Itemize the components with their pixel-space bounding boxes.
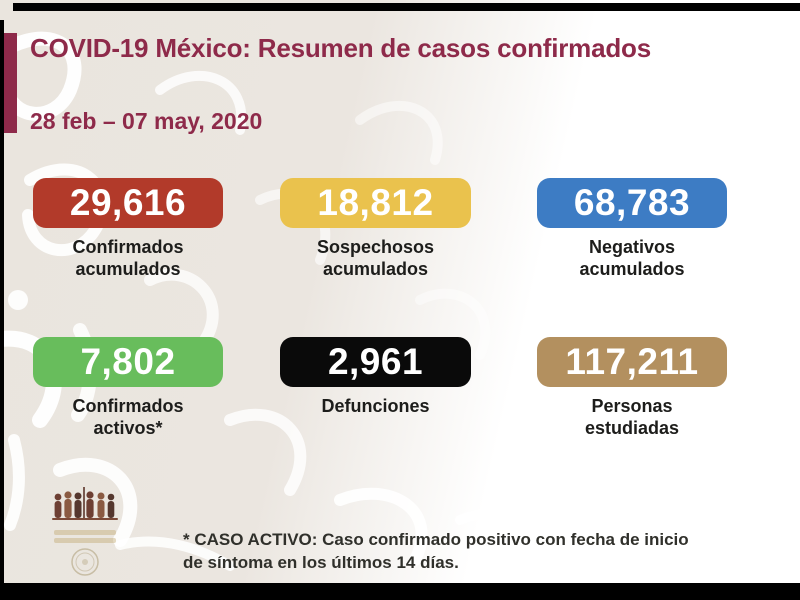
stat-label: Defunciones (321, 396, 430, 416)
active-case-footnote: * CASO ACTIVO: Caso confirmado positivo … (183, 530, 689, 573)
stat-label: Personas estudiadas (584, 396, 680, 438)
stat-card-confirmados-acumulados: 29,616 Confirmados acumulados (33, 178, 223, 281)
stat-card-personas-estudiadas: 117,211 Personas estudiadas (537, 337, 727, 440)
stat-value-pill: 18,812 (280, 178, 471, 228)
logo-wordmark-smudge (54, 538, 116, 543)
stat-value-pill: 29,616 (33, 178, 223, 228)
stat-label: Confirmados acumulados (72, 237, 184, 279)
stat-card-defunciones: 2,961 Defunciones (280, 337, 471, 418)
stat-label: Negativos acumulados (579, 237, 685, 279)
stat-card-confirmados-activos: 7,802 Confirmados activos* (33, 337, 223, 440)
title-accent-bar (4, 33, 17, 133)
date-range: 28 feb – 07 may, 2020 (30, 108, 263, 134)
logo-figures-icon (52, 487, 118, 520)
stat-card-negativos-acumulados: 68,783 Negativos acumulados (537, 178, 727, 281)
stat-value-pill: 117,211 (537, 337, 727, 387)
gobierno-de-mexico-logo (50, 486, 120, 584)
bottom-frame-bar (0, 583, 800, 600)
stat-label: Confirmados activos* (72, 396, 184, 438)
stat-value-pill: 68,783 (537, 178, 727, 228)
logo-wordmark-smudge (54, 530, 116, 535)
stat-label: Sospechosos acumulados (316, 237, 435, 279)
left-frame-edge (0, 20, 4, 600)
top-frame-bar (13, 3, 800, 11)
stat-card-sospechosos-acumulados: 18,812 Sospechosos acumulados (280, 178, 471, 281)
stat-value-pill: 2,961 (280, 337, 471, 387)
stat-value-pill: 7,802 (33, 337, 223, 387)
logo-seal-icon (71, 548, 99, 576)
page-title: COVID-19 México: Resumen de casos confir… (30, 33, 651, 63)
